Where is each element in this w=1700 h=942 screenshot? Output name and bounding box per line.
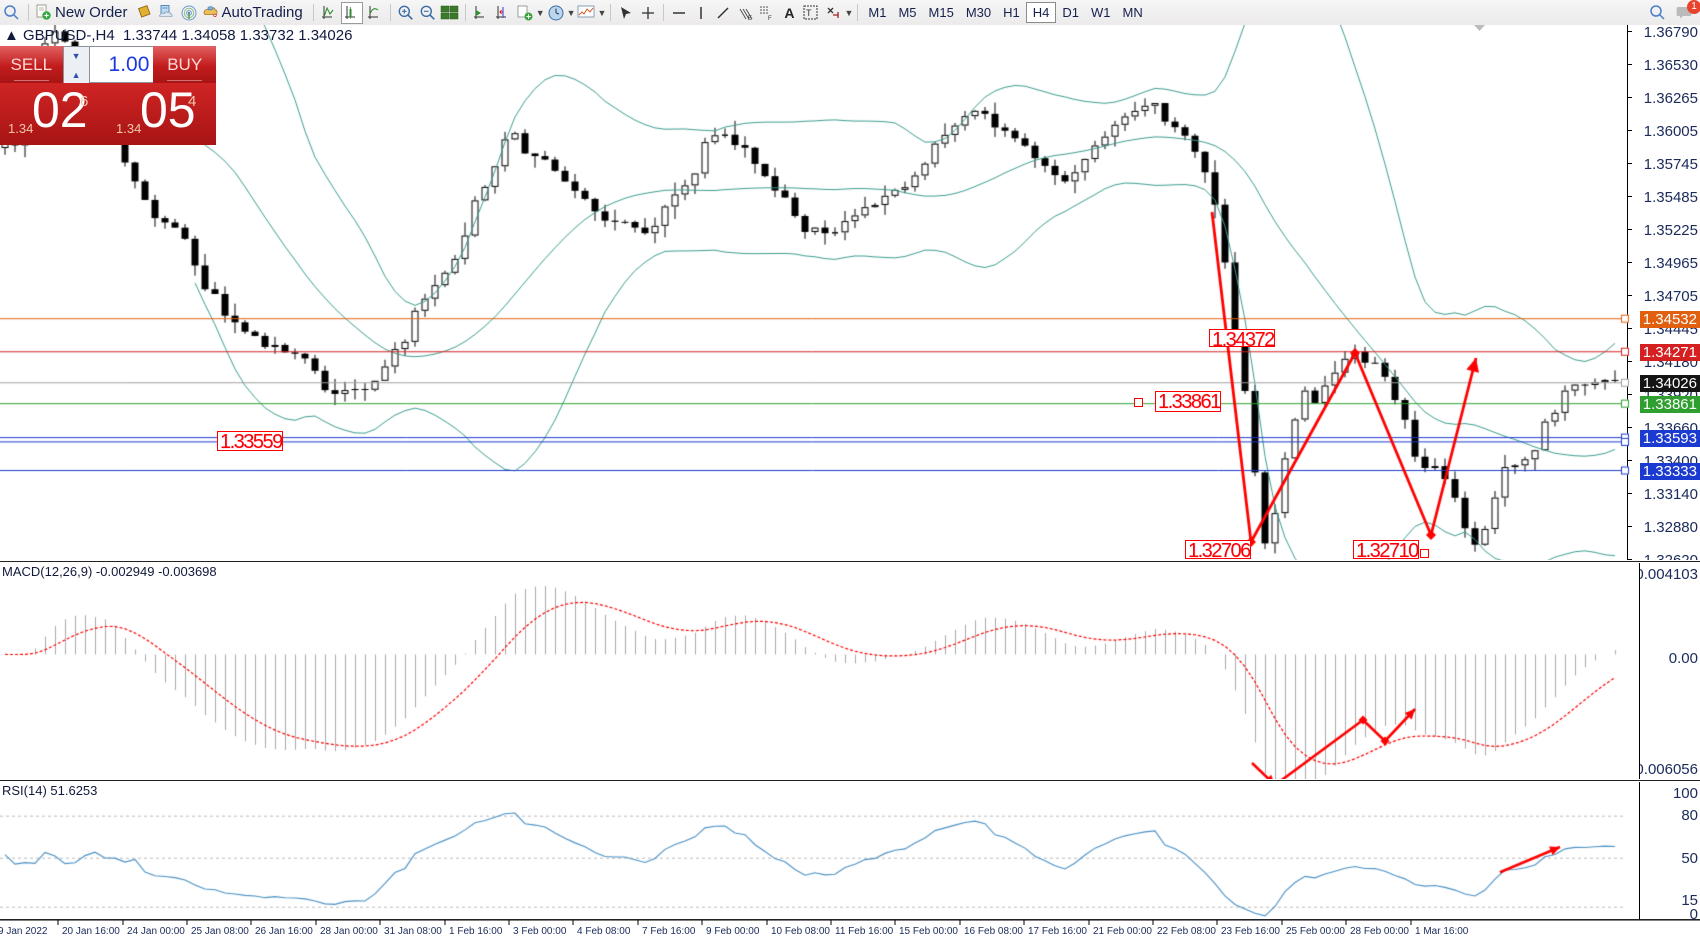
svg-text:E: E bbox=[748, 16, 752, 21]
svg-text:F: F bbox=[768, 16, 772, 21]
svg-text:T: T bbox=[806, 8, 812, 18]
